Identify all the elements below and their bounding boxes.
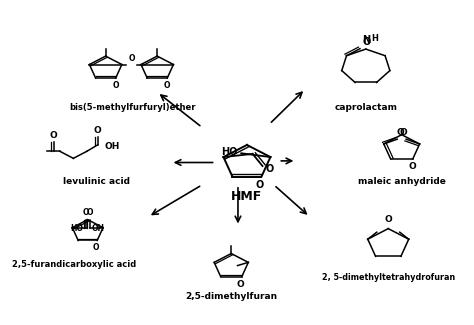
Text: HO: HO (70, 224, 83, 233)
Text: O: O (112, 81, 119, 90)
Text: 2,5-dimethylfuran: 2,5-dimethylfuran (185, 292, 277, 301)
Text: OH: OH (105, 142, 120, 151)
Text: HO: HO (221, 147, 237, 157)
Text: O: O (255, 180, 264, 189)
Text: O: O (92, 243, 99, 252)
Text: O: O (363, 37, 371, 47)
Text: O: O (396, 128, 404, 136)
Text: N: N (362, 35, 370, 45)
Text: 2,5-furandicarboxylic acid: 2,5-furandicarboxylic acid (12, 260, 137, 269)
Text: O: O (236, 280, 244, 289)
Text: 2, 5-dimethyltetrahydrofuran: 2, 5-dimethyltetrahydrofuran (322, 273, 455, 282)
Text: bis(5-methylfurfuryl)ether: bis(5-methylfurfuryl)ether (69, 103, 196, 112)
Text: O: O (399, 128, 407, 136)
Text: O: O (164, 81, 171, 90)
Text: O: O (265, 164, 273, 174)
Text: O: O (94, 126, 101, 135)
Text: O: O (409, 162, 417, 171)
Text: O: O (86, 208, 93, 217)
Text: OH: OH (92, 224, 105, 233)
Text: O: O (50, 131, 57, 140)
Text: caprolactam: caprolactam (334, 103, 397, 112)
Text: O: O (384, 215, 392, 225)
Text: O: O (82, 208, 89, 217)
Text: levulinic acid: levulinic acid (63, 177, 130, 186)
Text: maleic anhydride: maleic anhydride (358, 177, 446, 186)
Text: H: H (372, 34, 379, 43)
Text: HMF: HMF (231, 190, 263, 203)
Text: O: O (128, 54, 135, 63)
